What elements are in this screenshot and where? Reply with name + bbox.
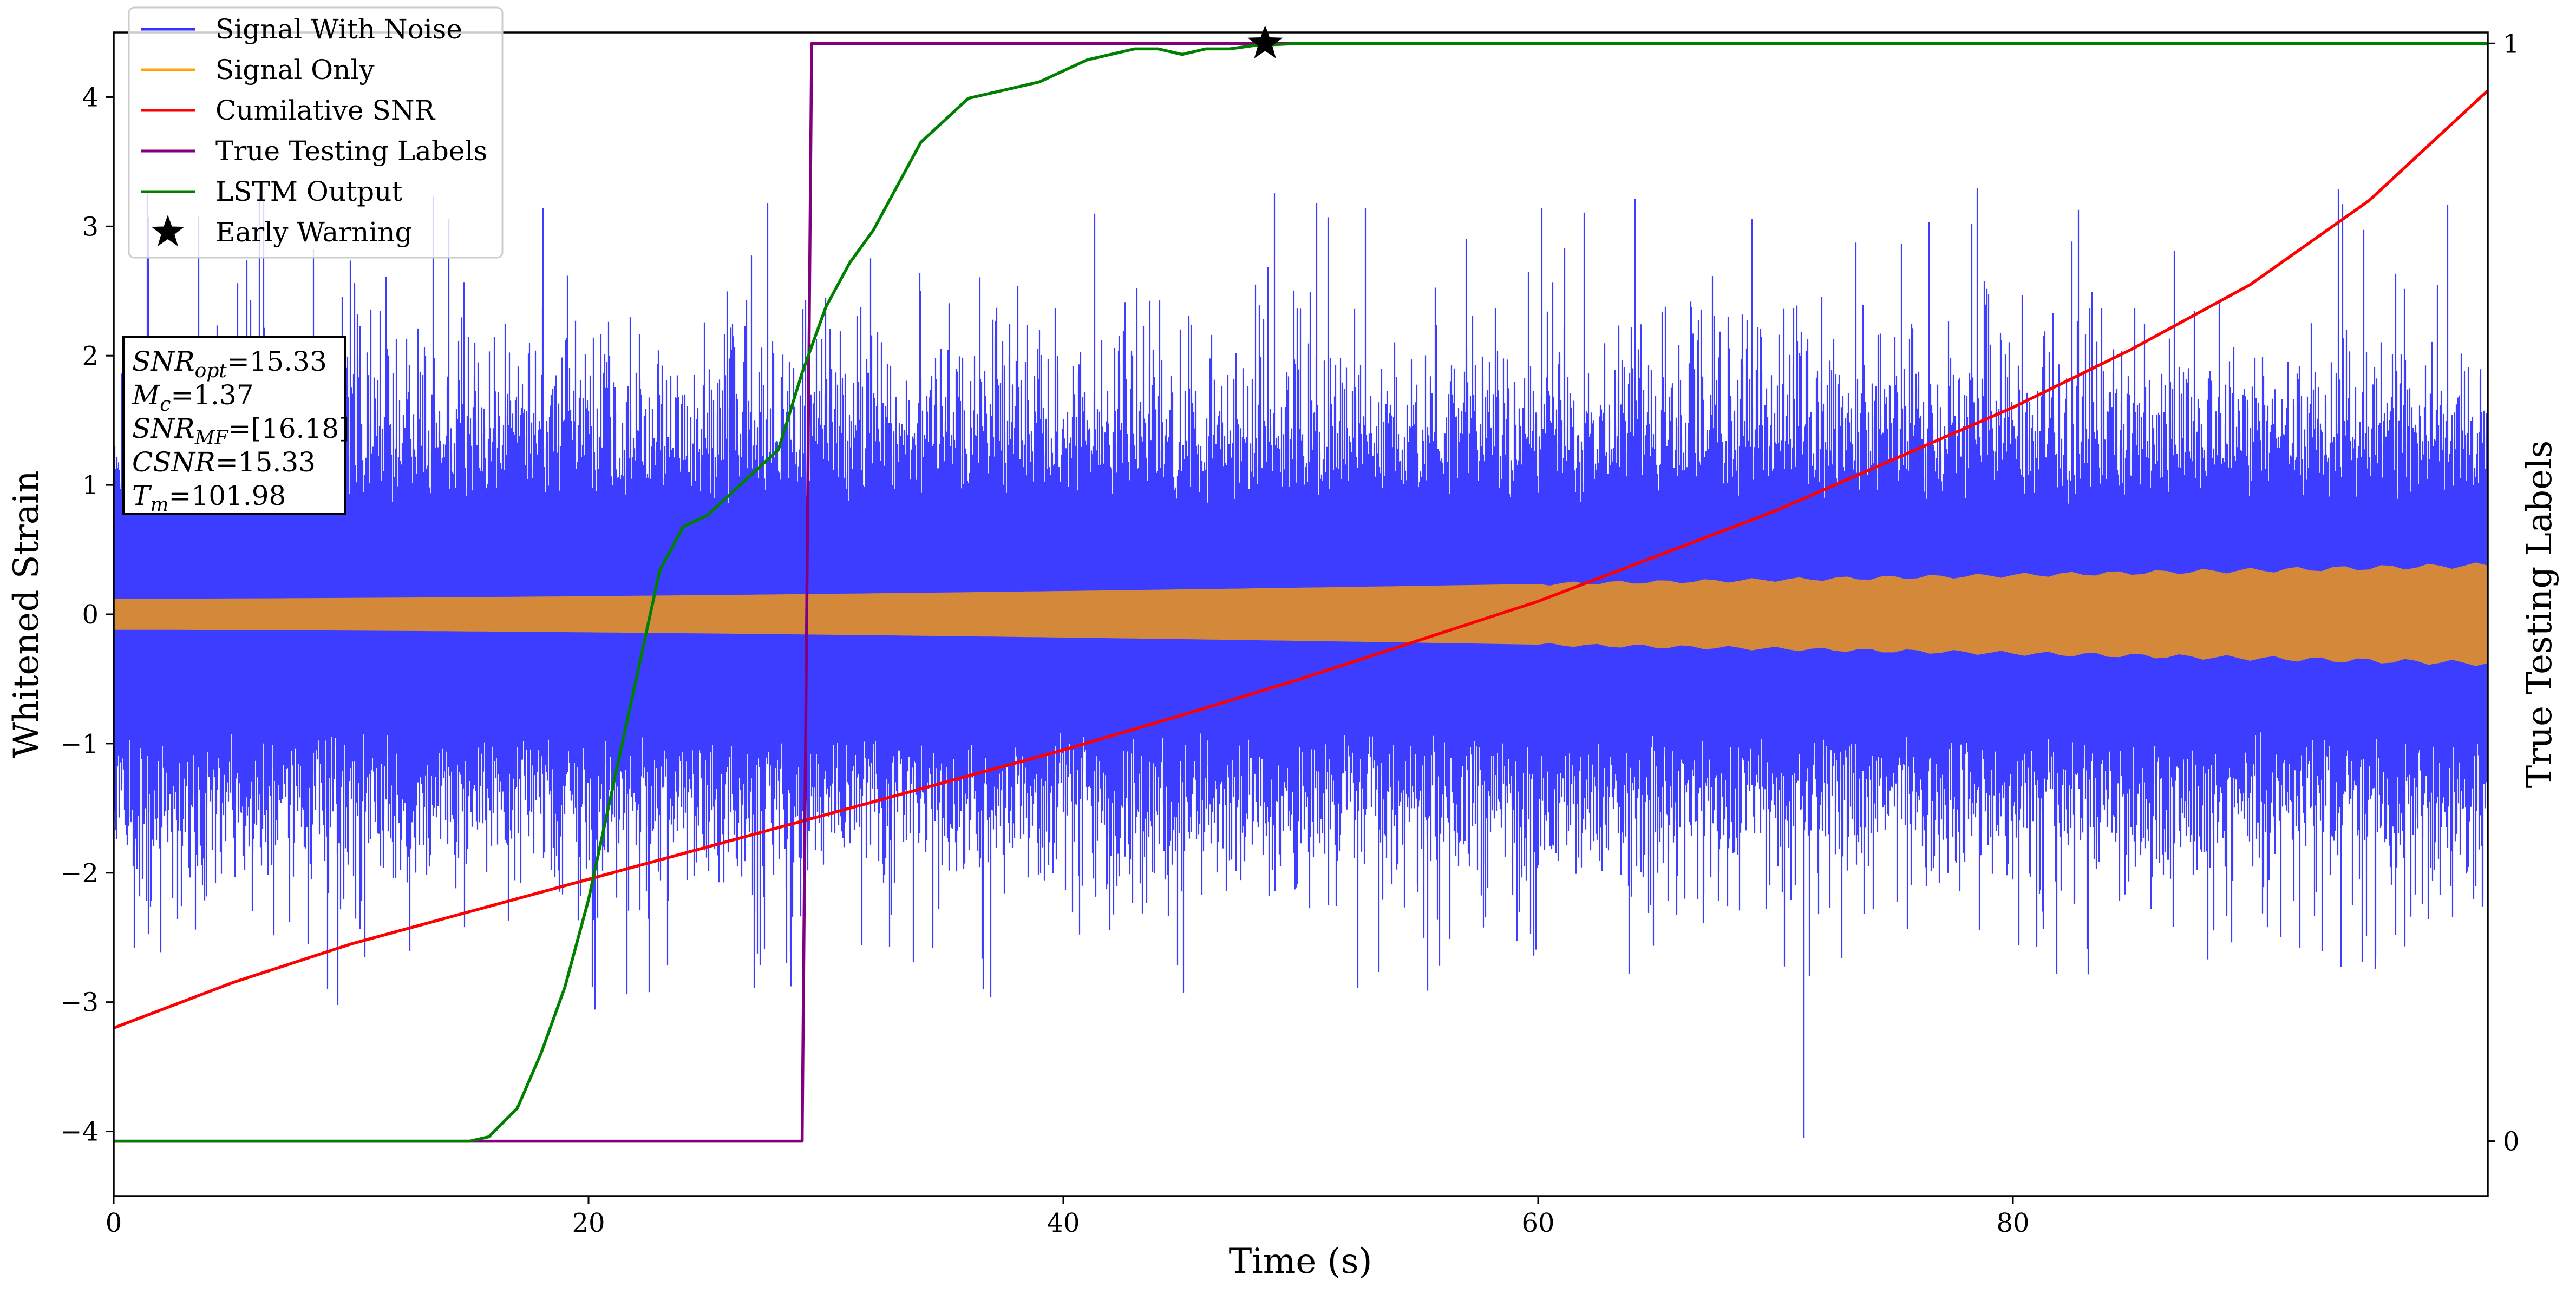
series-cumilative-snr (114, 89, 2488, 1029)
x-tick-label: 0 (106, 1208, 122, 1238)
y-tick-label: −4 (60, 1117, 99, 1147)
y-right-tick-label: 1 (2503, 29, 2520, 59)
legend-label: Signal Only (215, 54, 375, 86)
y-tick-label: 4 (82, 82, 99, 113)
series-signal-only (114, 562, 2488, 666)
y-axis-right-title: True Testing Labels (2520, 441, 2560, 789)
legend-label: Cumilative SNR (215, 95, 435, 126)
x-axis-title: Time (s) (1229, 1242, 1372, 1282)
y-tick-label: −2 (60, 858, 99, 889)
y-tick-label: 3 (82, 212, 99, 242)
legend-star-icon (151, 215, 185, 246)
info-textbox-lines: SNRopt=15.33Mc=1.37SNRMF=[16.18]CSNR=15.… (132, 346, 350, 516)
legend: Signal With Noise Signal Only Cumilative S… (128, 6, 504, 259)
y-tick-label: −3 (60, 988, 99, 1018)
info-textbox-line: SNRMF=[16.18] (132, 413, 350, 449)
legend-label: True Testing Labels (215, 135, 487, 167)
y-tick-label: 2 (82, 341, 99, 371)
plot-area (114, 42, 2488, 1143)
y-axis-title: Whitened Strain (6, 470, 47, 758)
x-tick-label: 20 (572, 1208, 605, 1238)
legend-label: Early Warning (215, 216, 413, 248)
info-textbox-line: CSNR=15.33 (132, 446, 316, 478)
info-textbox: SNRopt=15.33Mc=1.37SNRMF=[16.18]CSNR=15.… (122, 336, 350, 516)
y-right-tick-label: 0 (2503, 1127, 2520, 1157)
x-tick-label: 60 (1521, 1208, 1554, 1238)
legend-label: LSTM Output (215, 176, 402, 207)
series-layer (114, 42, 2488, 1143)
info-textbox-border (122, 336, 346, 515)
marker-early-warning-star (1247, 25, 1283, 58)
legend-items: Signal With Noise Signal Only Cumilative S… (141, 14, 487, 248)
x-tick-label: 80 (1996, 1208, 2029, 1238)
y-tick-label: 0 (82, 600, 99, 630)
series-lstm-output (114, 42, 2488, 1143)
info-textbox-line: Tm=101.98 (132, 480, 286, 516)
legend-label: Signal With Noise (215, 14, 462, 45)
info-textbox-line: SNRopt=15.33 (132, 346, 327, 382)
x-tick-label: 40 (1047, 1208, 1080, 1238)
info-textbox-line: Mc=1.37 (132, 379, 254, 416)
y-tick-label: −1 (60, 729, 99, 759)
y-tick-label: 1 (82, 470, 99, 501)
legend-frame (128, 6, 504, 259)
